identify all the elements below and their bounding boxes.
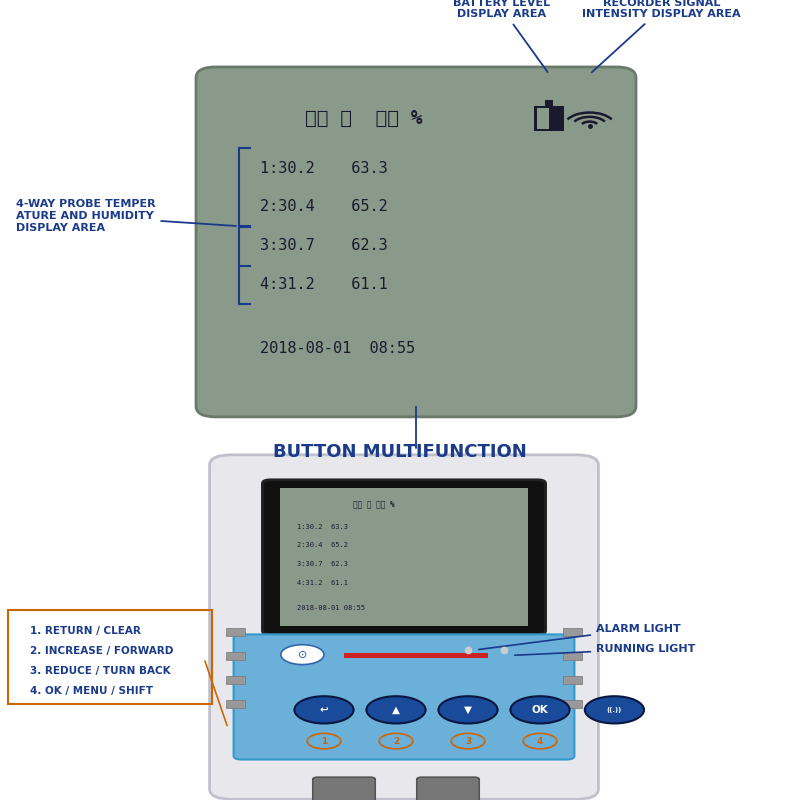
Circle shape <box>585 696 644 723</box>
Text: BUTTON MULTIFUNCTION: BUTTON MULTIFUNCTION <box>273 443 527 461</box>
Circle shape <box>366 696 426 723</box>
Text: 温度 ℃  湿度 %: 温度 ℃ 湿度 % <box>306 110 422 128</box>
Text: 4:31.2  61.1: 4:31.2 61.1 <box>298 580 348 586</box>
Circle shape <box>294 696 354 723</box>
Text: ▼: ▼ <box>464 705 472 715</box>
Text: 1. RETURN / CLEAR: 1. RETURN / CLEAR <box>30 626 142 636</box>
Text: ALARM LIGHT: ALARM LIGHT <box>478 624 681 650</box>
Text: 3. REDUCE / TURN BACK: 3. REDUCE / TURN BACK <box>30 666 171 676</box>
Text: 3:30.7  62.3: 3:30.7 62.3 <box>298 561 348 567</box>
FancyBboxPatch shape <box>196 67 636 417</box>
Text: ⊙: ⊙ <box>298 650 307 660</box>
FancyBboxPatch shape <box>280 488 528 626</box>
Bar <box>563 628 582 636</box>
Text: 4: 4 <box>537 737 543 746</box>
Bar <box>563 699 582 708</box>
FancyBboxPatch shape <box>417 777 479 800</box>
Bar <box>546 100 554 106</box>
Circle shape <box>281 645 324 665</box>
Text: 2:30.4    65.2: 2:30.4 65.2 <box>260 199 388 214</box>
FancyBboxPatch shape <box>234 634 574 759</box>
Bar <box>226 699 245 708</box>
Text: 3: 3 <box>465 737 471 746</box>
Text: 2. INCREASE / FORWARD: 2. INCREASE / FORWARD <box>30 646 174 656</box>
Bar <box>538 108 550 130</box>
Text: 3:30.7    62.3: 3:30.7 62.3 <box>260 238 388 253</box>
Text: 4:31.2    61.1: 4:31.2 61.1 <box>260 277 388 292</box>
FancyBboxPatch shape <box>313 777 375 800</box>
Bar <box>226 628 245 636</box>
Text: ((.)): ((.)) <box>606 707 622 713</box>
Bar <box>563 652 582 660</box>
Bar <box>534 106 565 131</box>
Bar <box>226 676 245 684</box>
FancyBboxPatch shape <box>210 455 598 799</box>
Text: 2018-08-01  08:55: 2018-08-01 08:55 <box>260 341 415 356</box>
Text: 4. OK / MENU / SHIFT: 4. OK / MENU / SHIFT <box>30 686 154 697</box>
Text: ↩: ↩ <box>320 705 328 715</box>
Text: 温度 ℃ 湿度 %: 温度 ℃ 湿度 % <box>354 500 395 509</box>
Text: 1:30.2  63.3: 1:30.2 63.3 <box>298 524 348 530</box>
Text: RECORDER SIGNAL
INTENSITY DISPLAY AREA: RECORDER SIGNAL INTENSITY DISPLAY AREA <box>582 0 741 73</box>
FancyBboxPatch shape <box>262 480 546 634</box>
Bar <box>226 652 245 660</box>
Bar <box>344 653 489 658</box>
Circle shape <box>438 696 498 723</box>
Text: BATTERY LEVEL
DISPLAY AREA: BATTERY LEVEL DISPLAY AREA <box>454 0 550 72</box>
Text: SYSTEM TIME DISPLAY AREA: SYSTEM TIME DISPLAY AREA <box>327 406 505 464</box>
Circle shape <box>510 696 570 723</box>
Text: 1: 1 <box>321 737 327 746</box>
Text: 4-WAY PROBE TEMPER
ATURE AND HUMIDITY
DISPLAY AREA: 4-WAY PROBE TEMPER ATURE AND HUMIDITY DI… <box>16 199 236 233</box>
Text: 2: 2 <box>393 737 399 746</box>
Text: ▲: ▲ <box>392 705 400 715</box>
Text: 2:30.4  65.2: 2:30.4 65.2 <box>298 542 348 548</box>
Text: 2018-08-01 08:55: 2018-08-01 08:55 <box>298 606 366 611</box>
Text: OK: OK <box>532 705 548 715</box>
Text: 1:30.2    63.3: 1:30.2 63.3 <box>260 161 388 175</box>
Text: RUNNING LIGHT: RUNNING LIGHT <box>514 644 695 655</box>
Bar <box>563 676 582 684</box>
